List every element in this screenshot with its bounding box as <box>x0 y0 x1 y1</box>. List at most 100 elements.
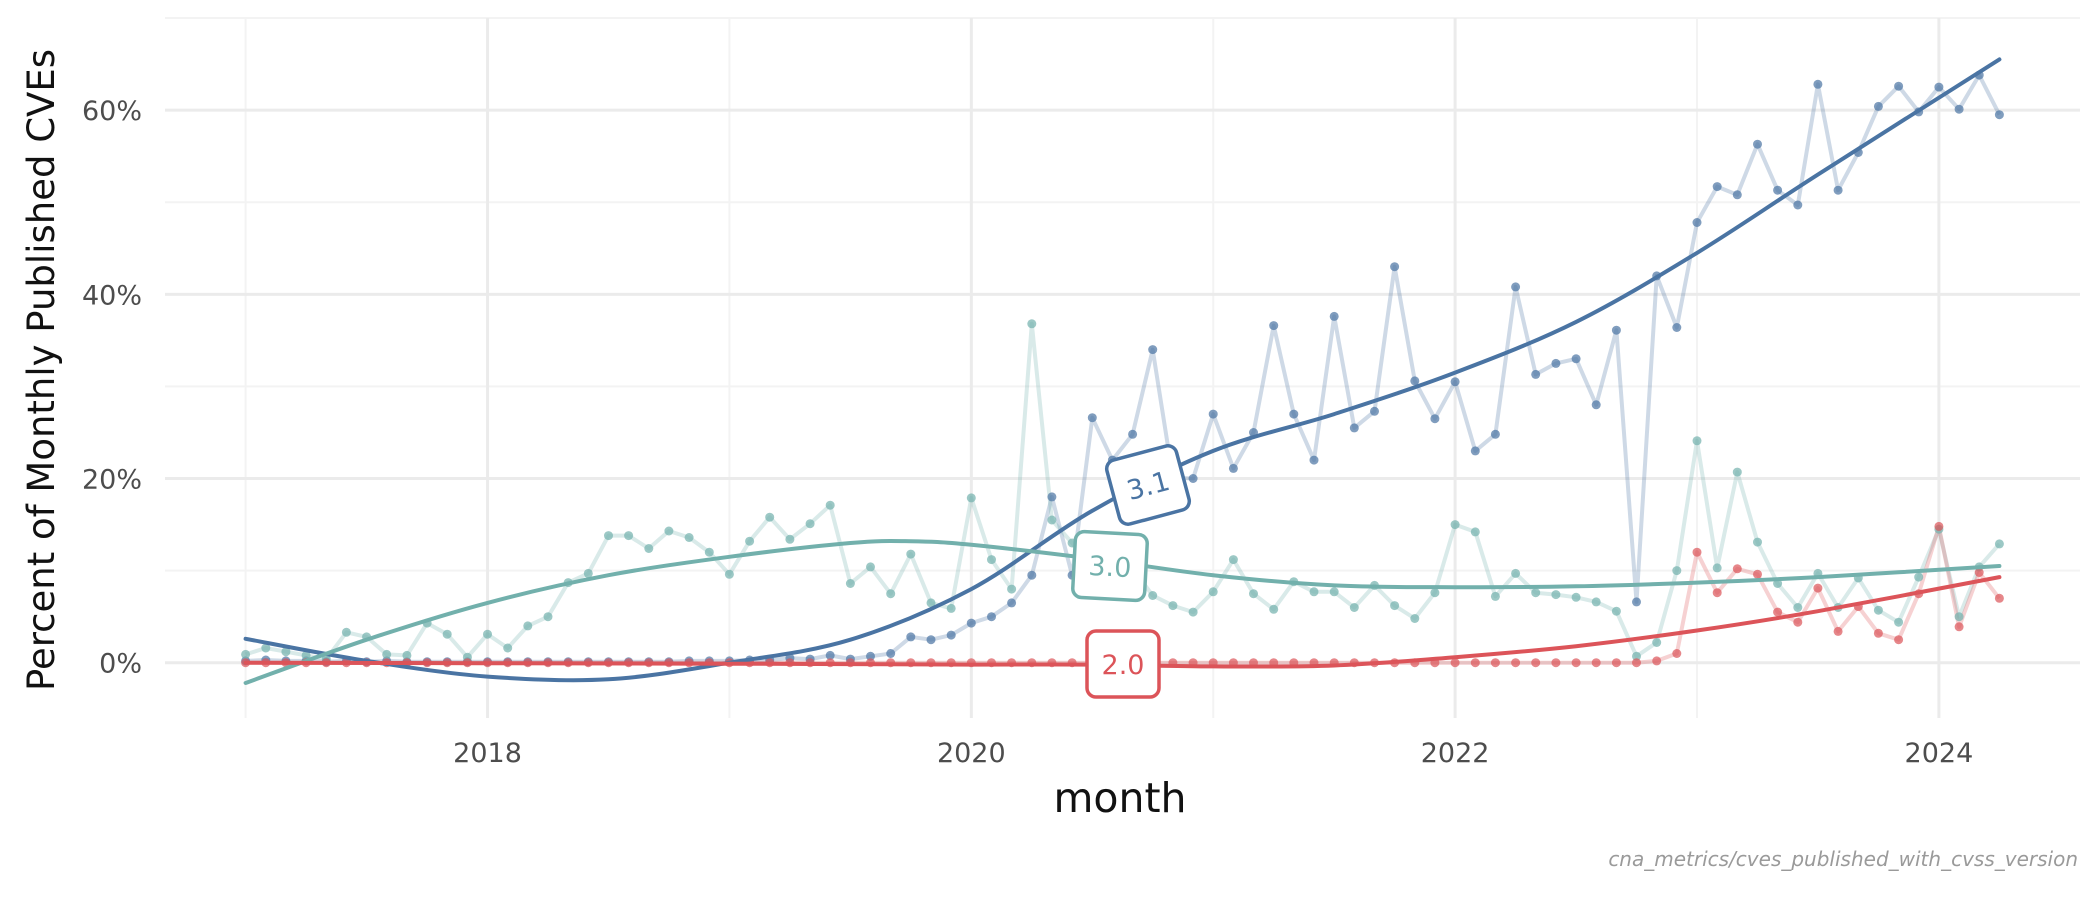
series-label-text: 3.0 <box>1088 551 1133 584</box>
data-point-3-0 <box>987 555 996 565</box>
data-point-3-0 <box>1450 520 1460 530</box>
data-point-3-1 <box>1490 429 1500 439</box>
data-point-3-0 <box>1430 588 1440 598</box>
data-point-3-1 <box>1410 376 1420 386</box>
data-point-3-1 <box>866 651 875 661</box>
data-point-2-0 <box>1551 658 1561 668</box>
data-point-3-1 <box>1571 354 1581 364</box>
data-point-3-0 <box>1894 617 1904 627</box>
data-point-3-1 <box>1349 423 1359 433</box>
data-point-3-1 <box>825 650 835 660</box>
data-point-3-0 <box>402 650 412 660</box>
data-point-3-0 <box>1269 604 1279 614</box>
data-point-3-0 <box>1470 527 1480 537</box>
data-point-2-0 <box>1833 626 1843 636</box>
data-point-3-0 <box>1410 614 1420 623</box>
data-point-3-1 <box>926 635 936 645</box>
data-point-3-1 <box>1390 262 1400 272</box>
data-point-3-0 <box>1027 319 1037 329</box>
data-point-3-1 <box>1228 463 1238 473</box>
data-point-3-1 <box>1087 413 1097 423</box>
data-point-3-0 <box>281 647 291 657</box>
data-point-3-0 <box>483 629 492 639</box>
data-point-3-0 <box>1611 606 1621 616</box>
data-point-3-0 <box>1873 605 1883 615</box>
trend-line-3-1 <box>243 57 2002 683</box>
data-point-3-1 <box>1833 185 1843 195</box>
data-point-3-0 <box>301 650 311 660</box>
x-axis-title: month <box>1053 774 1186 822</box>
data-point-3-1 <box>1692 218 1702 227</box>
data-point-3-0 <box>1632 651 1641 661</box>
data-point-2-0 <box>1490 658 1500 668</box>
data-point-3-0 <box>1249 589 1258 599</box>
series-label-box <box>1085 629 1161 699</box>
series-label-text: 2.0 <box>1102 650 1145 681</box>
data-point-3-1 <box>1672 323 1682 332</box>
data-point-2-0 <box>1712 588 1722 598</box>
data-point-3-1 <box>1128 429 1138 439</box>
data-point-3-1 <box>1632 597 1641 607</box>
data-point-3-0 <box>1349 603 1359 612</box>
y-tick-label: 40% <box>82 280 142 311</box>
data-point-2-0 <box>1591 658 1601 668</box>
data-point-2-0 <box>1732 564 1742 574</box>
data-point-3-0 <box>805 519 815 529</box>
data-point-2-0 <box>1793 617 1803 627</box>
x-tick-label: 2020 <box>937 738 1006 769</box>
data-point-3-1 <box>1773 185 1783 195</box>
data-point-3-1 <box>886 649 896 658</box>
data-point-3-0 <box>946 603 956 613</box>
x-tick-label: 2024 <box>1905 738 1974 769</box>
data-point-3-0 <box>583 568 593 578</box>
x-tick-label: 2018 <box>453 738 522 769</box>
data-point-3-0 <box>341 627 351 637</box>
data-point-2-0 <box>1692 547 1702 557</box>
series-label-3-1: 3.1 <box>1104 444 1192 526</box>
data-point-3-0 <box>1652 638 1662 647</box>
data-point-3-0 <box>886 589 896 599</box>
data-point-3-0 <box>684 533 694 542</box>
data-point-3-1 <box>906 632 916 642</box>
data-point-2-0 <box>1873 628 1883 638</box>
trend-lines <box>243 57 2002 685</box>
data-point-3-0 <box>644 544 654 553</box>
x-tick-label: 2022 <box>1421 738 1490 769</box>
data-point-3-1 <box>1551 358 1561 368</box>
data-point-3-1 <box>987 612 996 622</box>
data-point-3-1 <box>1894 81 1904 91</box>
data-point-3-0 <box>1994 539 2004 549</box>
data-point-3-0 <box>442 629 452 639</box>
data-point-2-0 <box>1571 658 1581 668</box>
data-point-3-1 <box>1753 139 1762 149</box>
data-point-3-0 <box>1692 436 1702 446</box>
data-point-3-0 <box>1753 537 1762 547</box>
data-point-3-1 <box>1712 182 1722 192</box>
data-point-3-0 <box>1047 515 1057 525</box>
data-point-3-0 <box>523 621 533 631</box>
y-tick-label: 20% <box>82 465 142 496</box>
data-point-3-0 <box>1490 591 1500 601</box>
data-point-2-0 <box>1894 635 1904 645</box>
data-point-3-0 <box>1672 566 1682 576</box>
data-point-3-1 <box>1954 104 1964 114</box>
data-point-2-0 <box>1954 622 1964 632</box>
data-point-3-1 <box>1269 321 1279 331</box>
data-point-3-1 <box>1329 311 1339 321</box>
data-point-3-1 <box>966 618 976 628</box>
trend-line-3-0 <box>243 538 2002 685</box>
chart-caption: cna_metrics/cves_published_with_cvss_ver… <box>1608 847 2078 871</box>
data-point-2-0 <box>1511 658 1521 668</box>
data-point-3-1 <box>1450 377 1460 387</box>
data-point-3-0 <box>1591 597 1601 607</box>
data-point-3-0 <box>503 643 513 653</box>
data-point-3-0 <box>1390 601 1400 611</box>
data-point-3-1 <box>1370 406 1379 416</box>
data-point-3-1 <box>1732 190 1742 200</box>
data-point-3-1 <box>1611 325 1621 335</box>
data-point-2-0 <box>1753 569 1762 579</box>
data-point-3-0 <box>241 649 251 659</box>
series-label-box <box>1071 529 1149 603</box>
data-point-3-0 <box>966 493 976 503</box>
data-point-3-0 <box>1531 588 1541 598</box>
